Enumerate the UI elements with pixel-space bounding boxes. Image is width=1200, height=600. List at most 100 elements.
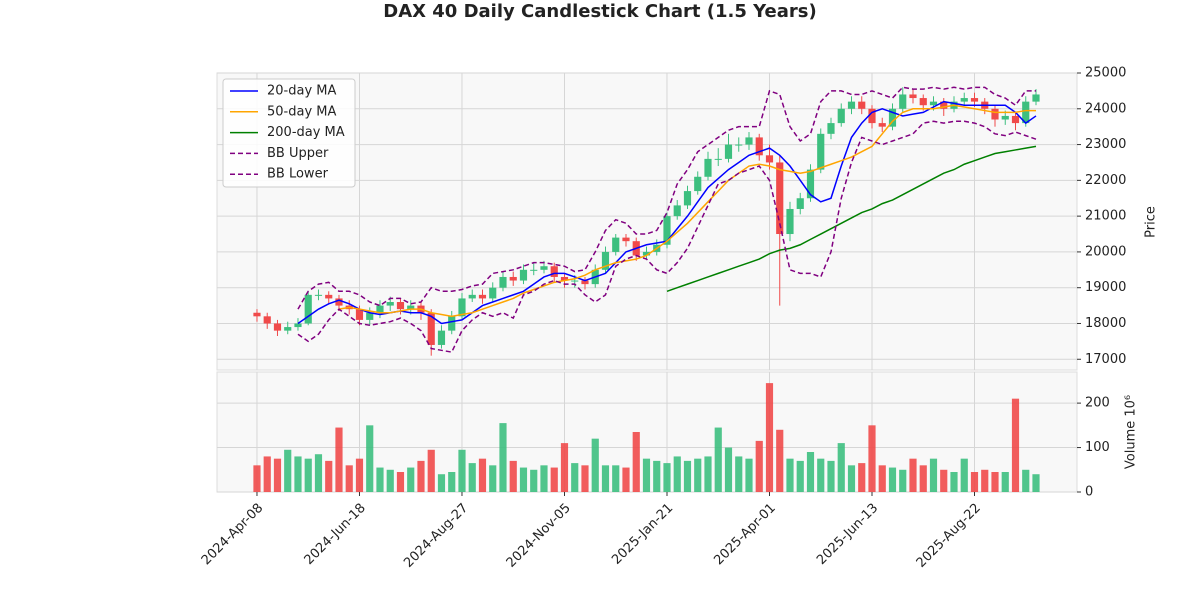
volume-bar [919, 465, 927, 492]
legend-label: BB Lower [267, 167, 329, 182]
x-tick-label: 2024-Jun-18 [302, 501, 369, 568]
volume-bar [284, 449, 292, 492]
candle-body [899, 94, 907, 109]
volume-bar [489, 465, 497, 492]
y-tick-label: 25000 [1085, 66, 1126, 81]
volume-bar [355, 458, 364, 492]
candle-body [940, 101, 948, 109]
candle-body [817, 133, 825, 170]
candle-body [366, 312, 374, 320]
volume-bar [335, 427, 343, 492]
volume-bar [366, 425, 374, 492]
volume-bar [899, 469, 907, 492]
candle-body [960, 98, 968, 102]
volume-bar [694, 458, 702, 492]
legend-label: BB Upper [267, 146, 329, 161]
volume-bar [663, 463, 671, 492]
x-tick-label: 2025-Apr-01 [711, 501, 778, 568]
candle-body [335, 298, 343, 306]
candle-body [765, 155, 774, 163]
candle-body [550, 266, 558, 277]
volume-bar [468, 463, 476, 492]
volume-bar [437, 474, 446, 492]
candle-body [499, 276, 507, 288]
volume-bar [960, 458, 968, 492]
volume-bar [847, 465, 856, 492]
candle-body [970, 98, 979, 102]
volume-bar [796, 460, 804, 492]
candle-body [294, 323, 302, 328]
candle-body [786, 208, 794, 235]
candle-body [273, 323, 282, 331]
x-tick-label: 2024-Nov-05 [504, 501, 574, 571]
candle-body [1001, 115, 1009, 120]
volume-bar [581, 465, 589, 492]
candle-body [919, 98, 927, 106]
volume-bar [858, 463, 866, 492]
candle-body [888, 108, 897, 127]
volume-bar [448, 472, 456, 492]
y-tick-label: 20000 [1085, 244, 1126, 259]
candle-body [478, 294, 487, 299]
candle-body [694, 176, 702, 192]
line-series [297, 86, 1036, 310]
volume-bar [632, 432, 640, 492]
volume-bar [294, 456, 302, 492]
volume-bar [714, 427, 722, 492]
volume-bar [950, 472, 958, 492]
volume-bar [1022, 469, 1030, 492]
candle-body [1022, 101, 1030, 124]
line-series [666, 145, 1037, 292]
y2-tick-label: 0 [1085, 485, 1093, 500]
candle-body [540, 266, 548, 270]
candle-body [396, 302, 405, 310]
volume-bar [981, 469, 989, 492]
x-tick-label: 2025-Jun-13 [814, 501, 881, 568]
volume-bar [837, 443, 845, 492]
volume-bar [1032, 474, 1040, 492]
candle-body [571, 280, 579, 282]
volume-bar [765, 383, 774, 492]
volume-bar [786, 458, 794, 492]
candle-body [253, 312, 261, 317]
volume-bar [1011, 398, 1020, 492]
line-series [338, 104, 1036, 318]
volume-bar [530, 469, 538, 492]
candle-body [796, 198, 804, 209]
y2-tick-label: 100 [1085, 440, 1110, 455]
volume-bar [991, 472, 999, 492]
volume-bar [427, 449, 435, 492]
candle-body [806, 169, 815, 199]
candle-body [868, 108, 876, 124]
legend-label: 200-day MA [267, 125, 345, 140]
volume-bar [458, 449, 466, 492]
candle-body [714, 158, 722, 160]
candle-body [663, 216, 671, 245]
y-tick-label: 18000 [1085, 316, 1126, 331]
candle-body [724, 144, 733, 159]
y-tick-label: 19000 [1085, 280, 1126, 295]
candle-body [560, 276, 569, 281]
price-panel [216, 72, 1078, 371]
candle-body [991, 108, 999, 120]
y-tick-label: 21000 [1085, 209, 1126, 224]
candle-body [355, 309, 364, 320]
x-tick-label: 2024-Apr-08 [199, 501, 266, 568]
candle-body [263, 316, 271, 324]
volume-bar [612, 465, 620, 492]
candle-body [1032, 94, 1040, 102]
line-series [297, 120, 1037, 353]
candle-body [519, 269, 528, 281]
candle-body [509, 276, 517, 281]
volume-bar [929, 458, 938, 492]
y2-axis-label: Volume 10⁶ [1124, 395, 1139, 469]
candle-body [929, 101, 938, 106]
volume-bar [325, 460, 333, 492]
volume-bar [940, 469, 948, 492]
candle-body [909, 94, 917, 99]
legend-label: 50-day MA [267, 104, 336, 119]
candle-body [468, 294, 476, 299]
volume-bar [724, 447, 733, 492]
volume-bar [817, 458, 825, 492]
volume-bar [735, 456, 743, 492]
